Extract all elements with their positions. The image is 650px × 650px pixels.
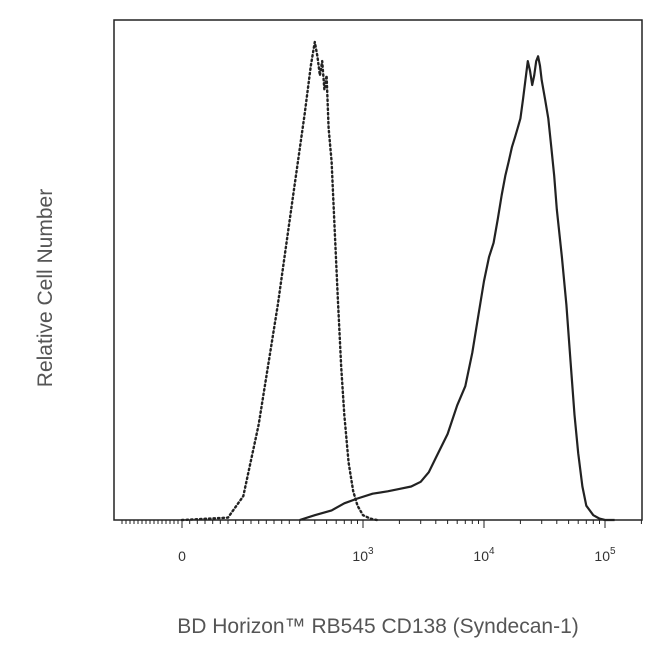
series-layer bbox=[180, 40, 615, 522]
series-line-stained bbox=[299, 55, 615, 522]
x-axis-ticks bbox=[121, 520, 642, 528]
x-axis-title: BD Horizon™ RB545 CD138 (Syndecan-1) bbox=[177, 615, 579, 638]
x-tick-label: 0 bbox=[178, 548, 186, 564]
x-tick-label: 103 bbox=[352, 546, 374, 564]
y-axis-title: Relative Cell Number bbox=[34, 189, 57, 387]
series-line-control bbox=[180, 40, 378, 522]
x-tick-label: 104 bbox=[473, 546, 495, 564]
x-axis-tick-labels: 0 103 104 105 bbox=[178, 546, 616, 564]
plot-frame bbox=[113, 19, 643, 521]
x-tick-label: 105 bbox=[594, 546, 616, 564]
